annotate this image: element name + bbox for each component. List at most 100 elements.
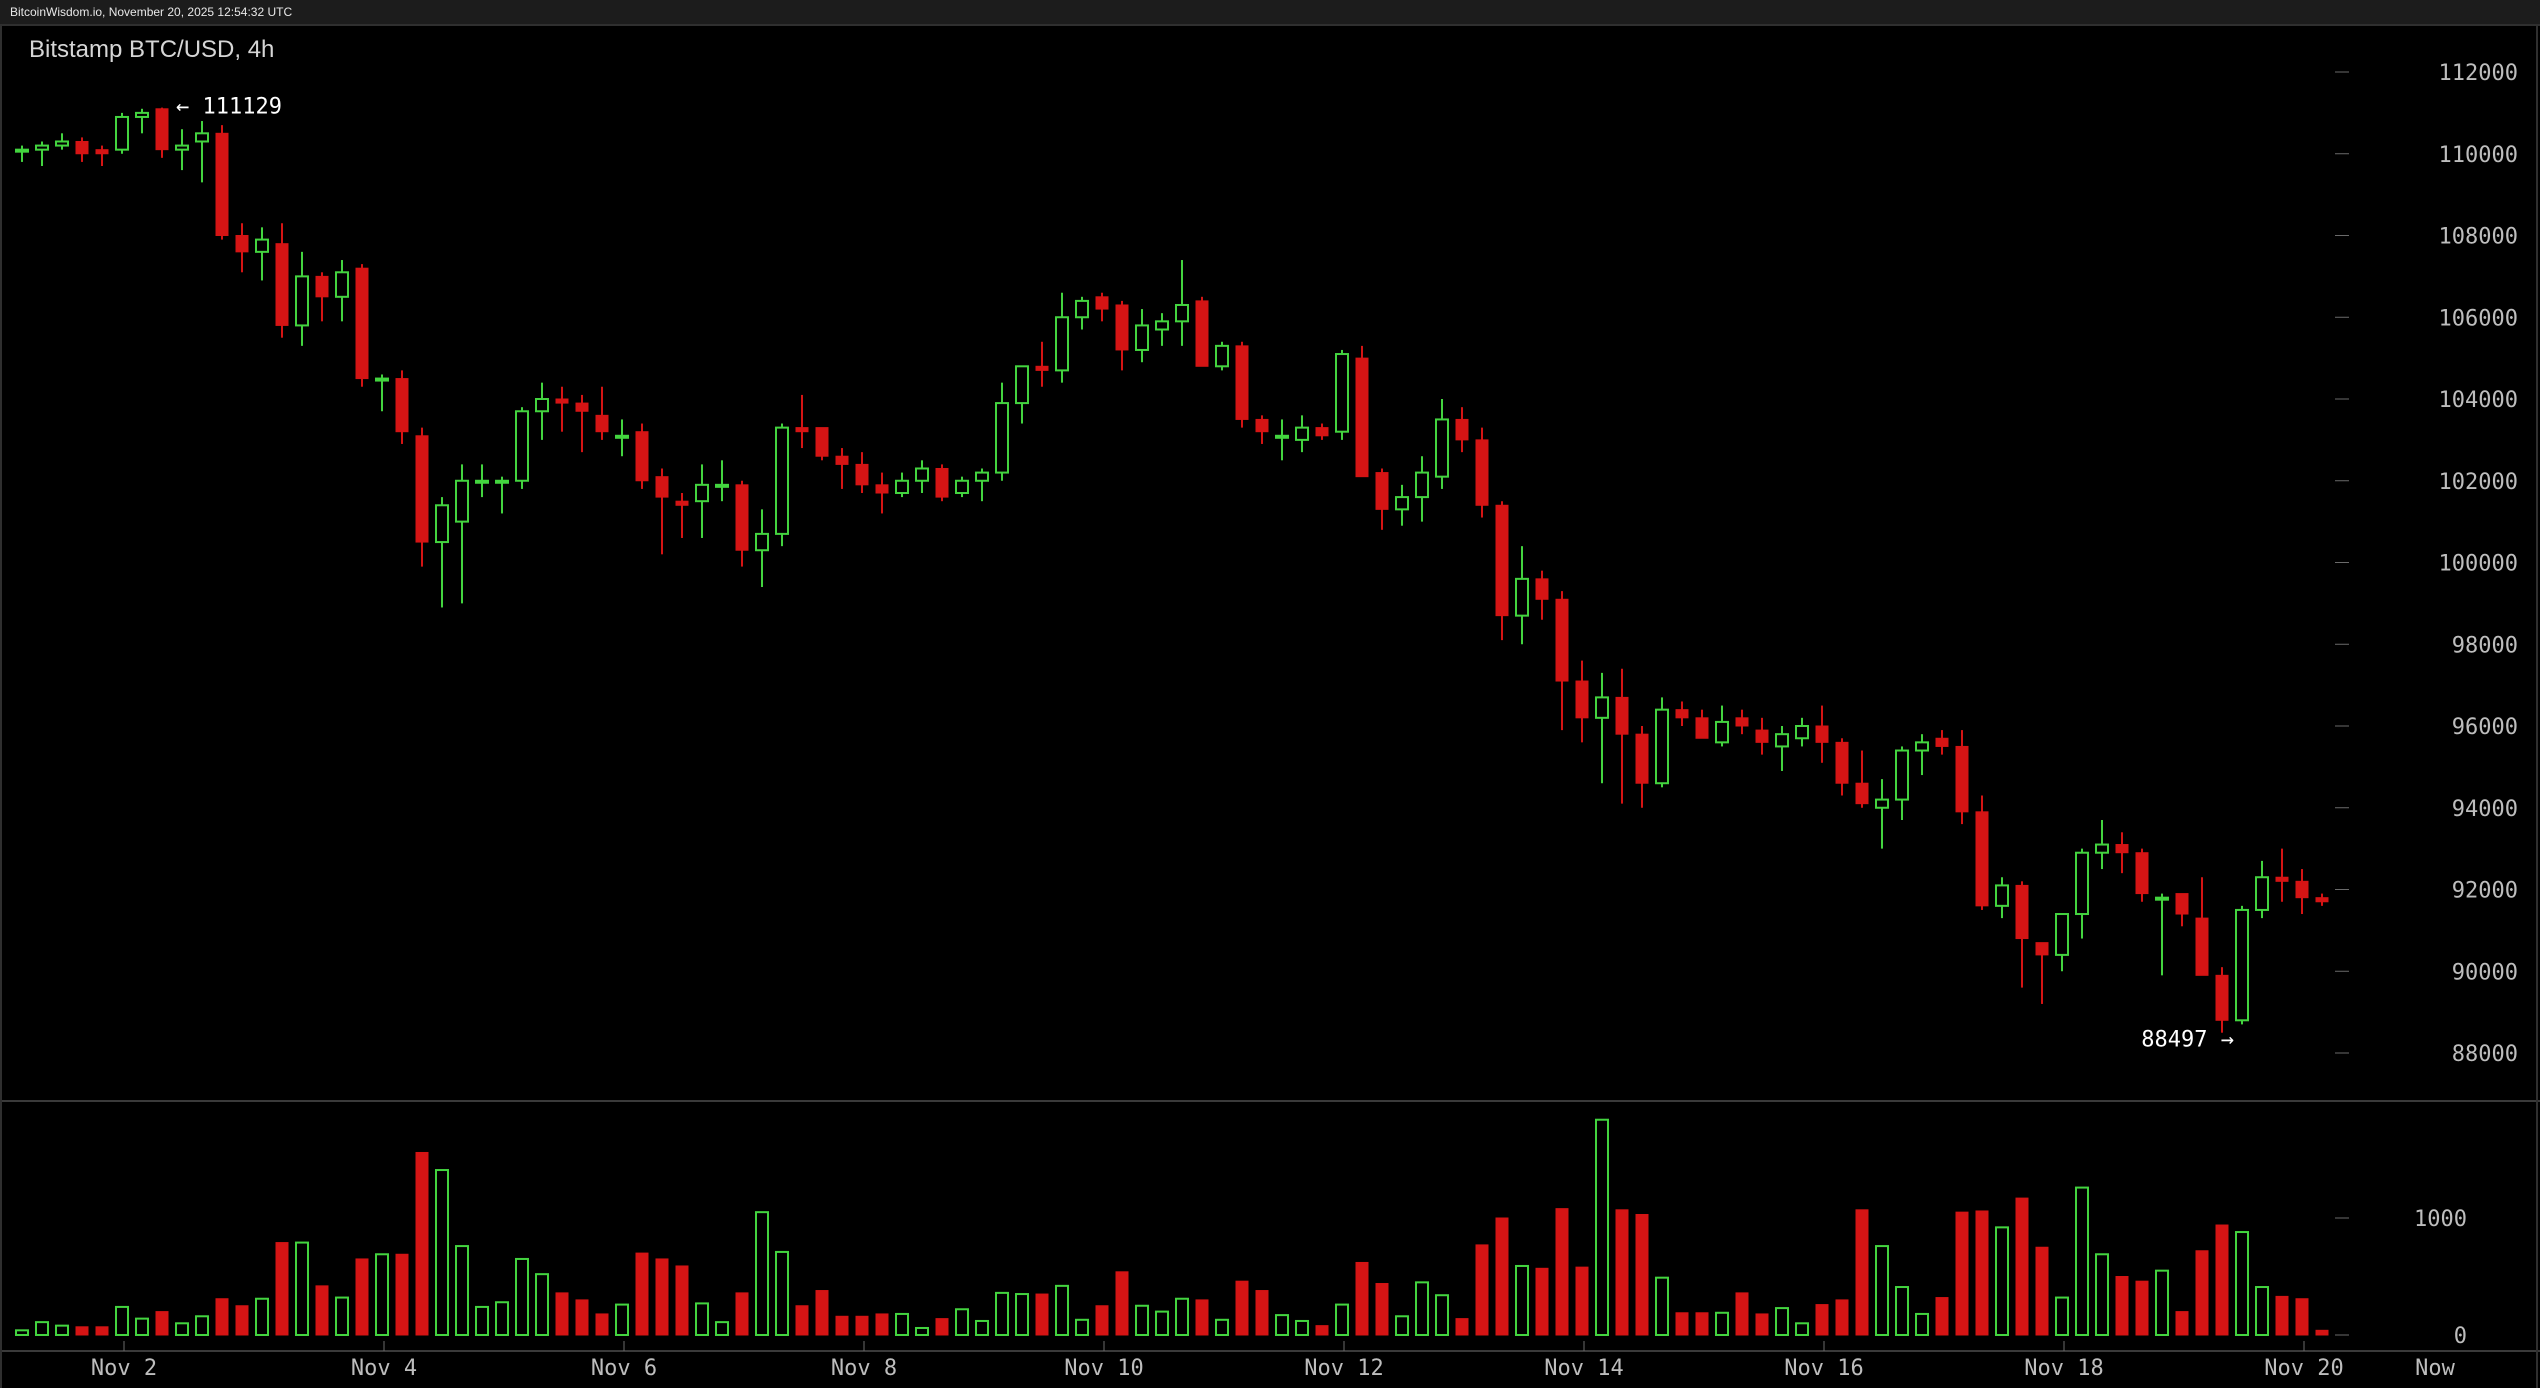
candle-body — [335, 271, 349, 298]
candle-body — [1415, 471, 1429, 499]
candle-body — [2215, 974, 2229, 1021]
candle-body — [1755, 729, 1769, 743]
candle-body — [755, 532, 769, 552]
volume-bar — [255, 1297, 269, 1336]
volume-bar — [1035, 1293, 1049, 1336]
volume-bar — [1175, 1297, 1189, 1336]
volume-bar — [1535, 1267, 1549, 1336]
candle-body — [1035, 365, 1049, 371]
volume-bar — [1235, 1280, 1249, 1336]
top-frame-line — [0, 24, 2540, 26]
candle-body — [535, 398, 549, 413]
candle-body — [2235, 908, 2249, 1022]
left-frame-line — [0, 24, 2, 1388]
candle-body — [1775, 733, 1789, 748]
candle-body — [2295, 880, 2309, 899]
candle-body — [1315, 427, 1329, 437]
candle-body — [1255, 418, 1269, 433]
volume-bar — [475, 1305, 489, 1337]
volume-bar — [1635, 1213, 1649, 1336]
candle-body — [95, 149, 109, 155]
volume-bar — [2295, 1298, 2309, 1336]
candle-body — [1435, 418, 1449, 478]
candle-body — [1075, 299, 1089, 319]
volume-bar — [335, 1296, 349, 1337]
candle-body — [655, 476, 669, 498]
candle-body — [1735, 717, 1749, 727]
price-tick-label: 100000 — [2439, 552, 2518, 577]
candle-body — [615, 434, 629, 439]
candle-body — [2075, 851, 2089, 916]
candle-body — [1215, 344, 1229, 368]
source-timestamp-text: BitcoinWisdom.io, November 20, 2025 12:5… — [10, 5, 293, 19]
volume-bar — [615, 1303, 629, 1336]
candle-body — [1595, 696, 1609, 719]
price-tick-label: 104000 — [2439, 388, 2518, 413]
candle-body — [2195, 917, 2209, 976]
price-tick-label: 102000 — [2439, 470, 2518, 495]
candle-body — [1895, 749, 1909, 801]
candle-body — [495, 479, 509, 484]
candle-body — [1375, 472, 1389, 510]
volume-bar — [1915, 1312, 1929, 1336]
date-tick-label: Nov 14 — [1544, 1356, 1623, 1381]
volume-bar — [1735, 1292, 1749, 1336]
volume-bar — [395, 1253, 409, 1336]
candle-body — [75, 140, 89, 155]
volume-bar — [1355, 1261, 1369, 1336]
volume-bar — [1775, 1307, 1789, 1336]
volume-bar — [275, 1242, 289, 1336]
volume-tick-label: 0 — [2454, 1324, 2467, 1349]
candle-body — [1875, 798, 1889, 809]
candle-body — [155, 108, 169, 151]
candle-body — [2135, 852, 2149, 895]
volume-bar — [235, 1305, 249, 1336]
candle-body — [1235, 345, 1249, 420]
volume-layer — [15, 1118, 2329, 1337]
candle-body — [1155, 320, 1169, 331]
volume-bar — [55, 1324, 69, 1337]
date-tick-label: Now — [2415, 1356, 2455, 1381]
candle-body — [215, 132, 229, 236]
date-tick-label: Nov 18 — [2024, 1356, 2103, 1381]
volume-bar — [535, 1273, 549, 1337]
candle-body — [435, 504, 449, 544]
volume-bar — [1515, 1264, 1529, 1336]
candle-body — [775, 426, 789, 535]
candle-body — [1355, 357, 1369, 478]
price-axis: 88000 90000 92000 94000 96000 98000 100000 1020… — [2335, 61, 2518, 1067]
candle-body — [2035, 942, 2049, 956]
volume-bar — [1255, 1290, 1269, 1336]
volume-bar — [1655, 1276, 1669, 1337]
candle-body — [175, 144, 189, 151]
volume-bar — [1055, 1284, 1069, 1336]
candle-body — [355, 267, 369, 380]
volume-bar — [1315, 1325, 1329, 1336]
candle-body — [315, 275, 329, 298]
candle-body — [1535, 578, 1549, 600]
volume-tick-label: 1000 — [2414, 1207, 2467, 1232]
candle-body — [1715, 720, 1729, 744]
candle-body — [1615, 696, 1629, 735]
candle-body — [1295, 426, 1309, 441]
candle-body — [2315, 897, 2329, 903]
volume-bar — [1215, 1318, 1229, 1337]
candle-body — [15, 148, 29, 153]
candle-body — [2115, 844, 2129, 854]
volume-bar — [2315, 1329, 2329, 1336]
candle-body — [675, 500, 689, 506]
candle-body — [255, 238, 269, 253]
candle-body — [955, 479, 969, 495]
candle-body — [2095, 843, 2109, 854]
volume-bar — [95, 1326, 109, 1336]
volume-bar — [415, 1151, 429, 1336]
candle-body — [995, 402, 1009, 474]
candle-body — [35, 144, 49, 151]
candle-body — [1835, 741, 1849, 784]
candle-body — [135, 111, 149, 118]
candle-body — [295, 275, 309, 327]
volume-bar — [2275, 1295, 2289, 1336]
volume-bar — [2035, 1246, 2049, 1336]
volume-bar — [975, 1319, 989, 1336]
